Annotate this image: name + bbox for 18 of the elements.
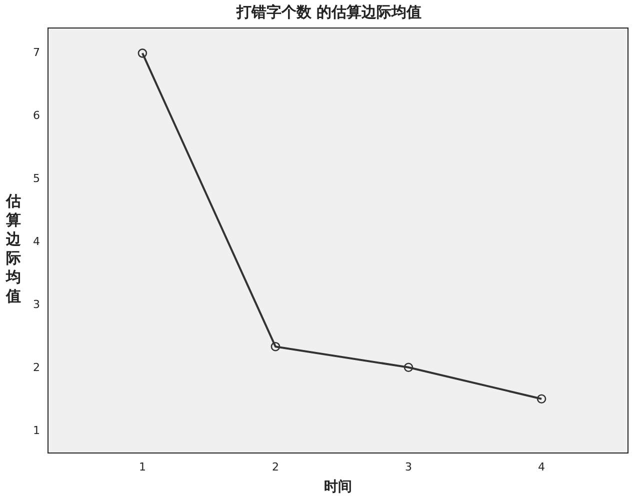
y-tick-label: 4 <box>33 234 40 248</box>
x-tick-label: 2 <box>272 460 279 474</box>
point <box>270 342 280 352</box>
chart-title: 打错字个数 的估算边际均值 <box>235 2 422 21</box>
y-axis-title: 估算边际均值 <box>6 192 22 306</box>
x-tick-label: 4 <box>538 460 546 474</box>
y-tick-label: 1 <box>33 424 40 437</box>
y-tick-label: 6 <box>33 109 40 122</box>
point <box>536 394 546 404</box>
point <box>138 48 148 58</box>
y-tick-label: 7 <box>33 46 40 60</box>
point <box>404 362 414 372</box>
y-tick-label: 3 <box>33 298 40 311</box>
y-tick-label: 5 <box>33 172 40 185</box>
x-tick-label: 3 <box>405 460 412 474</box>
y-tick-label: 2 <box>33 360 40 374</box>
x-axis-title: 时间 <box>324 479 352 496</box>
x-tick-label: 1 <box>138 460 146 474</box>
